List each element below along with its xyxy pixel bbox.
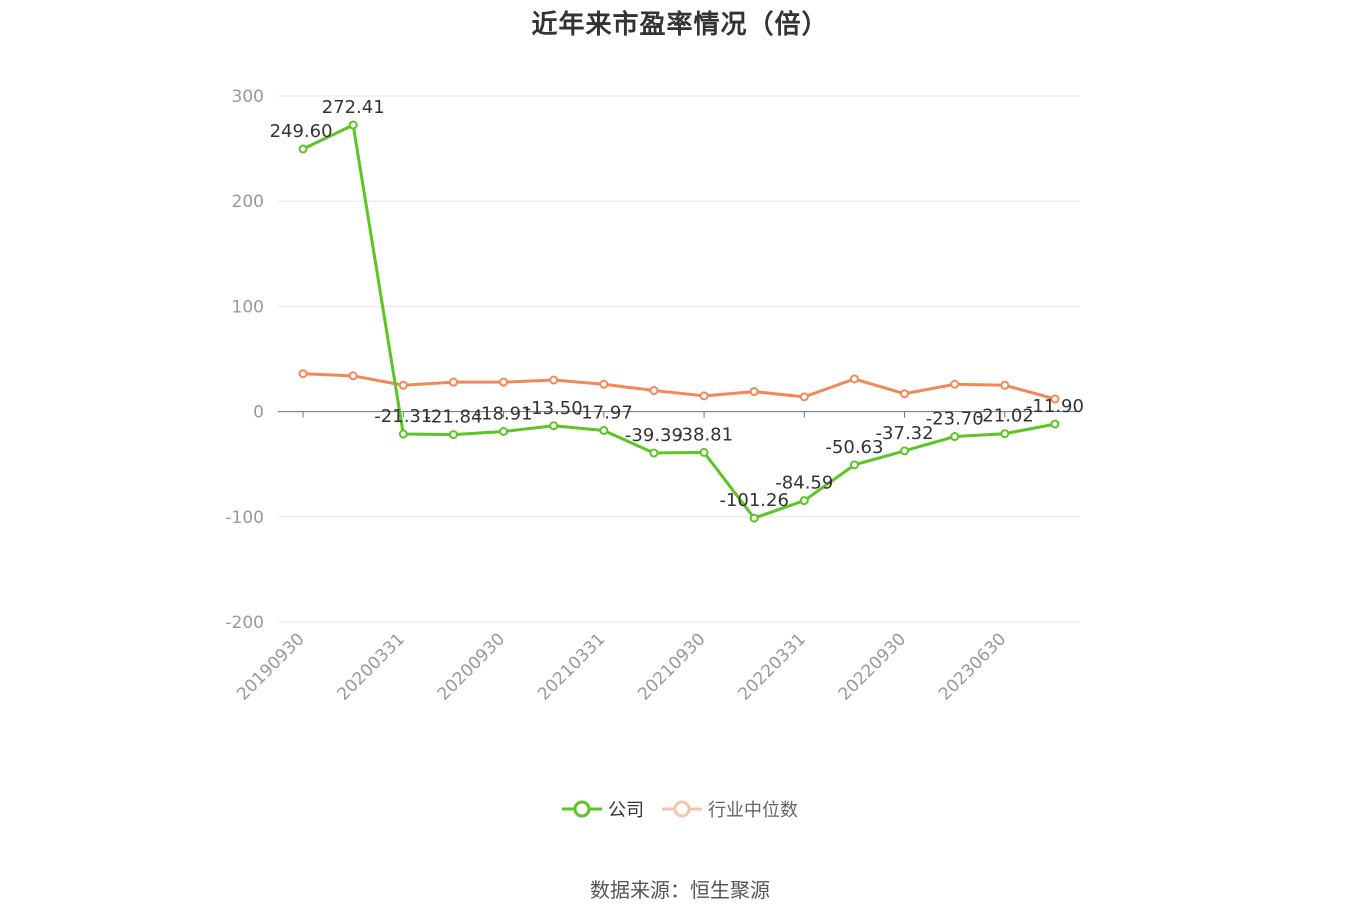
company-data-label: -11.90	[1026, 396, 1084, 417]
company-data-label: -38.81	[675, 424, 733, 445]
company-data-label: -21.84	[424, 407, 482, 428]
company-point	[749, 513, 759, 523]
company-data-label: 249.60	[270, 121, 333, 142]
source-note: 数据来源：恒生聚源	[590, 878, 770, 902]
legend-company-marker-icon	[562, 800, 602, 818]
company-data-label: -21.02	[976, 406, 1034, 427]
industry-point	[849, 374, 859, 384]
legend-label-industry: 行业中位数	[708, 800, 798, 821]
company-point	[649, 448, 659, 458]
y-tick-label: -100	[225, 508, 264, 528]
y-tick-label: 100	[232, 297, 264, 317]
industry-point	[549, 375, 559, 385]
legend-item-industry[interactable]: 行业中位数	[662, 796, 798, 822]
chart-title: 近年来市盈率情况（倍）	[531, 10, 829, 40]
data-labels: 249.60 272.41 -21.31-21.84-18.91-13.50-17.…	[270, 97, 1084, 511]
company-point	[900, 446, 910, 456]
industry-point	[448, 377, 458, 387]
industry-point	[298, 369, 308, 379]
company-point	[599, 426, 609, 436]
company-point	[1050, 419, 1060, 429]
legend-item-company[interactable]: 公司	[562, 796, 644, 822]
industry-point	[649, 386, 659, 396]
company-data-label: 272.41	[322, 97, 385, 118]
company-point	[398, 429, 408, 439]
x-tick-label: 20210331	[534, 629, 609, 704]
x-tick-label: 20230630	[935, 629, 1010, 704]
legend-label-company: 公司	[608, 800, 644, 821]
company-data-label: -21.31	[374, 406, 432, 427]
company-point	[699, 447, 709, 457]
company-data-label: -84.59	[775, 473, 833, 494]
company-data-label: -17.97	[575, 403, 633, 424]
industry-point	[1050, 394, 1060, 404]
x-tick-label: 20210930	[634, 629, 709, 704]
industry-point	[348, 371, 358, 381]
company-series-line	[302, 123, 1056, 520]
series-lines	[298, 120, 1060, 523]
industry-point	[499, 377, 509, 387]
company-point	[448, 430, 458, 440]
industry-point	[699, 391, 709, 401]
industry-point	[900, 389, 910, 399]
company-data-label: -23.70	[926, 409, 984, 430]
y-tick-label: 0	[253, 403, 264, 423]
x-tick-label: 20200930	[434, 629, 509, 704]
grid-lines	[278, 95, 1080, 623]
industry-point	[799, 392, 809, 402]
company-point	[549, 421, 559, 431]
company-point	[298, 144, 308, 154]
company-data-label: -18.91	[475, 403, 533, 424]
y-tick-label: 200	[232, 192, 264, 212]
company-data-label: -39.39	[625, 425, 683, 446]
line-chart: -200 -100 0 100 200 300 20190930 20200331 20200…	[225, 87, 1084, 705]
x-tick-label: 20220930	[835, 629, 910, 704]
industry-point	[1000, 380, 1010, 390]
company-point	[799, 496, 809, 506]
industry-point	[950, 379, 960, 389]
company-data-label: -37.32	[876, 423, 934, 444]
company-data-label: -50.63	[825, 437, 883, 458]
y-tick-label: 300	[232, 87, 264, 107]
company-data-label: -13.50	[525, 398, 583, 419]
y-axis: -200 -100 0 100 200 300	[225, 87, 264, 633]
company-point	[950, 432, 960, 442]
x-tick-label: 20190930	[233, 629, 308, 704]
x-tick-label: 20220331	[735, 629, 810, 704]
company-point	[1000, 429, 1010, 439]
industry-point	[749, 387, 759, 397]
legend-industry-marker-icon	[662, 800, 702, 818]
company-point	[348, 120, 358, 130]
company-point	[499, 426, 509, 436]
x-tick-label: 20200331	[334, 629, 409, 704]
company-point	[849, 460, 859, 470]
industry-series-line	[302, 372, 1056, 401]
company-data-label: -101.26	[719, 490, 788, 511]
industry-point	[599, 379, 609, 389]
y-tick-label: -200	[225, 613, 264, 633]
industry-point	[398, 380, 408, 390]
legend: 公司 行业中位数	[0, 796, 1360, 822]
